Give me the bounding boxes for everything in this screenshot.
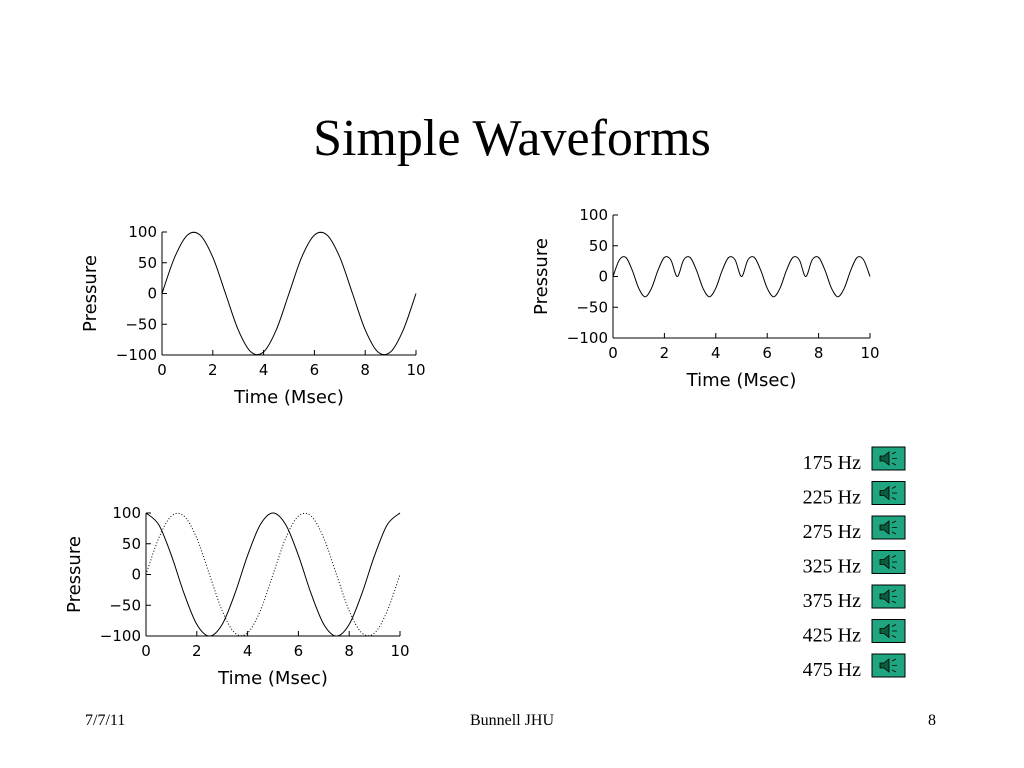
x-tick-label: 10 [390, 642, 409, 660]
sound-label: 275 Hz [803, 521, 861, 543]
x-tick-label: 0 [608, 344, 618, 362]
y-tick-label: 50 [138, 254, 157, 272]
y-tick-label: 100 [579, 206, 608, 224]
speaker-icon [879, 623, 890, 639]
footer-center: Bunnell JHU [470, 712, 554, 729]
speaker-icon [879, 589, 890, 604]
sound-label: 175 Hz [803, 452, 861, 474]
sound-label: 375 Hz [803, 590, 861, 612]
y-axis-label: Pressure [80, 255, 101, 332]
x-tick-label: 4 [243, 642, 253, 660]
y-tick-label: 0 [598, 268, 608, 286]
x-tick-label: 4 [711, 344, 721, 362]
y-tick-label: −50 [576, 298, 608, 316]
footer-date: 7/7/11 [85, 712, 125, 729]
sound-waves [891, 589, 897, 604]
sound-waves [891, 520, 897, 535]
sound-waves [891, 555, 897, 569]
x-tick-label: 6 [310, 361, 320, 379]
x-tick-label: 10 [860, 344, 879, 362]
y-tick-label: −100 [567, 329, 608, 347]
sound-label: 475 Hz [803, 659, 861, 681]
y-tick-label: 50 [122, 535, 141, 553]
speaker-icon [879, 485, 890, 501]
speaker-icon [879, 658, 890, 673]
series-line [161, 231, 417, 356]
x-axis-label: Time (Msec) [686, 370, 797, 391]
sound-label: 425 Hz [803, 625, 861, 647]
x-axis-label: Time (Msec) [217, 668, 328, 689]
y-tick-label: 50 [589, 237, 608, 255]
x-tick-label: 0 [157, 361, 167, 379]
speaker-icon [879, 451, 890, 466]
y-tick-label: 0 [147, 285, 157, 303]
speaker-icon [879, 554, 890, 570]
x-tick-label: 8 [344, 642, 354, 660]
x-tick-label: 4 [259, 361, 269, 379]
sound-button[interactable] [871, 653, 906, 678]
y-tick-label: −100 [100, 627, 141, 645]
y-tick-label: 100 [112, 504, 141, 522]
slide-title: Simple Waveforms [313, 110, 711, 167]
x-tick-label: 6 [294, 642, 304, 660]
sound-button[interactable] [871, 584, 906, 609]
x-axis-label: Time (Msec) [233, 387, 344, 408]
y-tick-label: 100 [128, 223, 157, 241]
y-axis-label: Pressure [64, 536, 85, 613]
series-line [145, 512, 401, 637]
y-axis-label: Pressure [531, 238, 552, 315]
x-tick-label: 2 [660, 344, 670, 362]
sound-waves [891, 486, 897, 500]
x-tick-label: 2 [208, 361, 218, 379]
sound-button[interactable] [871, 446, 906, 471]
y-tick-label: −100 [116, 346, 157, 364]
y-tick-label: −50 [109, 596, 141, 614]
sound-button[interactable] [871, 481, 906, 505]
x-tick-label: 0 [141, 642, 151, 660]
x-tick-label: 8 [814, 344, 824, 362]
y-tick-label: −50 [125, 315, 157, 333]
sound-button[interactable] [871, 619, 906, 643]
footer-page: 8 [928, 712, 936, 729]
x-tick-label: 8 [360, 361, 370, 379]
series-line [145, 512, 401, 637]
sound-button[interactable] [871, 515, 906, 540]
sound-button[interactable] [871, 550, 906, 574]
sound-label: 225 Hz [803, 487, 861, 509]
sound-waves [891, 658, 897, 673]
x-tick-label: 10 [406, 361, 425, 379]
y-tick-label: 0 [131, 566, 141, 584]
x-tick-label: 2 [192, 642, 202, 660]
sound-label: 325 Hz [803, 556, 861, 578]
speaker-icon [879, 520, 890, 535]
x-tick-label: 6 [762, 344, 772, 362]
series-line [612, 256, 871, 298]
sound-waves [891, 451, 897, 466]
sound-waves [891, 624, 897, 638]
